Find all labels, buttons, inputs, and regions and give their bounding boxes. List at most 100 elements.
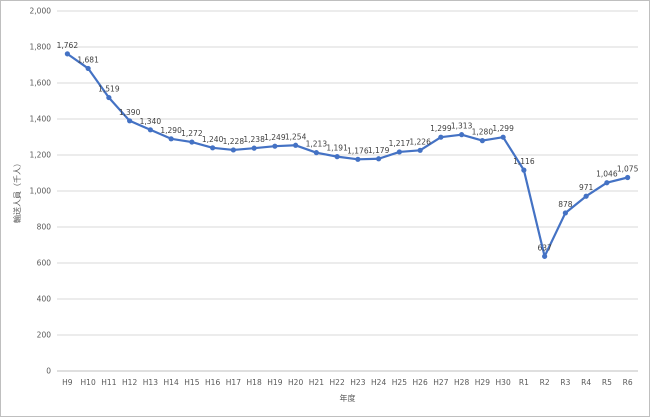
x-tick-label: H9 bbox=[62, 378, 73, 387]
y-tick-label: 1,600 bbox=[30, 79, 52, 88]
x-tick-label: H17 bbox=[226, 378, 241, 387]
data-label: 1,191 bbox=[326, 144, 348, 153]
data-label: 1,179 bbox=[368, 146, 390, 155]
y-tick-label: 2,000 bbox=[30, 7, 52, 16]
data-point bbox=[313, 150, 319, 156]
x-tick-label: H15 bbox=[184, 378, 199, 387]
data-point bbox=[459, 132, 465, 138]
data-label: 1,313 bbox=[451, 122, 473, 131]
data-label: 1,075 bbox=[617, 165, 639, 174]
data-label: 1,217 bbox=[389, 139, 411, 148]
y-tick-label: 1,800 bbox=[30, 43, 52, 52]
data-label: 1,240 bbox=[202, 135, 224, 144]
y-tick-label: 1,400 bbox=[30, 115, 52, 124]
series-polyline bbox=[66, 52, 628, 258]
data-point bbox=[583, 193, 589, 199]
data-point bbox=[438, 134, 444, 140]
x-tick-label: H13 bbox=[143, 378, 158, 387]
data-point bbox=[542, 253, 548, 259]
data-point bbox=[334, 154, 340, 160]
x-tick-label: H25 bbox=[392, 378, 407, 387]
data-point bbox=[147, 127, 153, 133]
x-tick-label: H18 bbox=[247, 378, 262, 387]
data-label: 1,213 bbox=[306, 140, 328, 149]
x-tick-label: H23 bbox=[350, 378, 365, 387]
data-point bbox=[85, 65, 91, 72]
x-axis-title: 年度 bbox=[340, 393, 356, 403]
data-point bbox=[500, 134, 506, 140]
data-label: 1,519 bbox=[98, 85, 120, 94]
data-label: 1,390 bbox=[119, 108, 141, 117]
x-tick-label: H26 bbox=[413, 378, 428, 387]
data-point bbox=[251, 145, 257, 151]
y-tick-label: 600 bbox=[37, 259, 52, 268]
data-label: 1,228 bbox=[223, 137, 245, 146]
x-tick-label: H16 bbox=[205, 378, 220, 387]
x-tick-label: H11 bbox=[101, 378, 116, 387]
data-point bbox=[355, 156, 361, 162]
x-tick-label: R5 bbox=[602, 378, 612, 387]
data-point bbox=[604, 180, 610, 186]
data-label: 1,272 bbox=[181, 129, 203, 138]
x-tick-label: R3 bbox=[560, 378, 570, 387]
data-point bbox=[210, 145, 216, 151]
data-label: 1,290 bbox=[160, 126, 182, 135]
x-tick-label: H24 bbox=[371, 378, 386, 387]
y-tick-label: 200 bbox=[37, 331, 52, 340]
y-tick-label: 0 bbox=[46, 367, 51, 376]
data-point bbox=[521, 167, 527, 173]
data-point bbox=[168, 136, 174, 142]
data-point bbox=[562, 210, 568, 216]
y-tick-label: 1,200 bbox=[30, 151, 52, 160]
data-label: 878 bbox=[558, 200, 573, 209]
x-tick-label: H20 bbox=[288, 378, 303, 387]
data-point bbox=[64, 51, 70, 57]
x-tick-label: H30 bbox=[496, 378, 511, 387]
x-tick-label: H28 bbox=[454, 378, 469, 387]
y-tick-label: 400 bbox=[37, 295, 52, 304]
data-label: 1,254 bbox=[285, 132, 307, 141]
x-tick-label: H29 bbox=[475, 378, 490, 387]
x-tick-label: H12 bbox=[122, 378, 137, 387]
gridlines bbox=[57, 10, 638, 372]
y-axis-tick-labels: 0 200 400 600 800 1,000 1,200 1,400 1,600 1,800 2,… bbox=[30, 7, 52, 376]
data-label: 1,249 bbox=[264, 133, 286, 142]
y-tick-label: 1,000 bbox=[30, 187, 52, 196]
y-axis-title: 輸送人員（千人） bbox=[12, 159, 22, 223]
data-label: 1,299 bbox=[430, 124, 452, 133]
data-point bbox=[106, 94, 112, 101]
x-tick-label: H21 bbox=[309, 378, 324, 387]
data-point bbox=[625, 174, 631, 181]
data-label: 1,762 bbox=[57, 41, 79, 50]
data-point bbox=[189, 139, 195, 145]
data-label: 1,116 bbox=[513, 157, 535, 166]
data-point bbox=[376, 156, 382, 162]
data-point bbox=[417, 147, 423, 153]
x-tick-label: H27 bbox=[433, 378, 448, 387]
data-point bbox=[272, 143, 278, 149]
x-tick-label: R2 bbox=[540, 378, 550, 387]
data-label: 1,280 bbox=[472, 128, 494, 137]
data-label: 1,299 bbox=[492, 124, 514, 133]
data-label: 637 bbox=[537, 243, 552, 252]
data-label: 1,226 bbox=[409, 137, 431, 146]
x-tick-label: R1 bbox=[519, 378, 529, 387]
x-tick-label: R6 bbox=[623, 378, 633, 387]
x-axis-tick-labels: H9 H10 H11 H12 H13 H14 H15 H16 H17 H18 H19 H20 H21 H2… bbox=[62, 378, 633, 387]
data-label: 1,046 bbox=[596, 170, 618, 179]
data-label: 971 bbox=[579, 183, 594, 192]
y-tick-label: 800 bbox=[37, 223, 52, 232]
data-label: 1,238 bbox=[243, 135, 265, 144]
x-tick-label: H22 bbox=[330, 378, 345, 387]
data-label: 1,340 bbox=[140, 117, 162, 126]
data-point bbox=[293, 142, 299, 148]
x-tick-label: H19 bbox=[267, 378, 282, 387]
data-label: 1,176 bbox=[347, 146, 369, 155]
data-point bbox=[230, 147, 236, 153]
series-line bbox=[66, 52, 628, 258]
x-tick-label: R4 bbox=[581, 378, 591, 387]
data-label: 1,681 bbox=[77, 55, 99, 64]
data-points bbox=[64, 51, 631, 259]
